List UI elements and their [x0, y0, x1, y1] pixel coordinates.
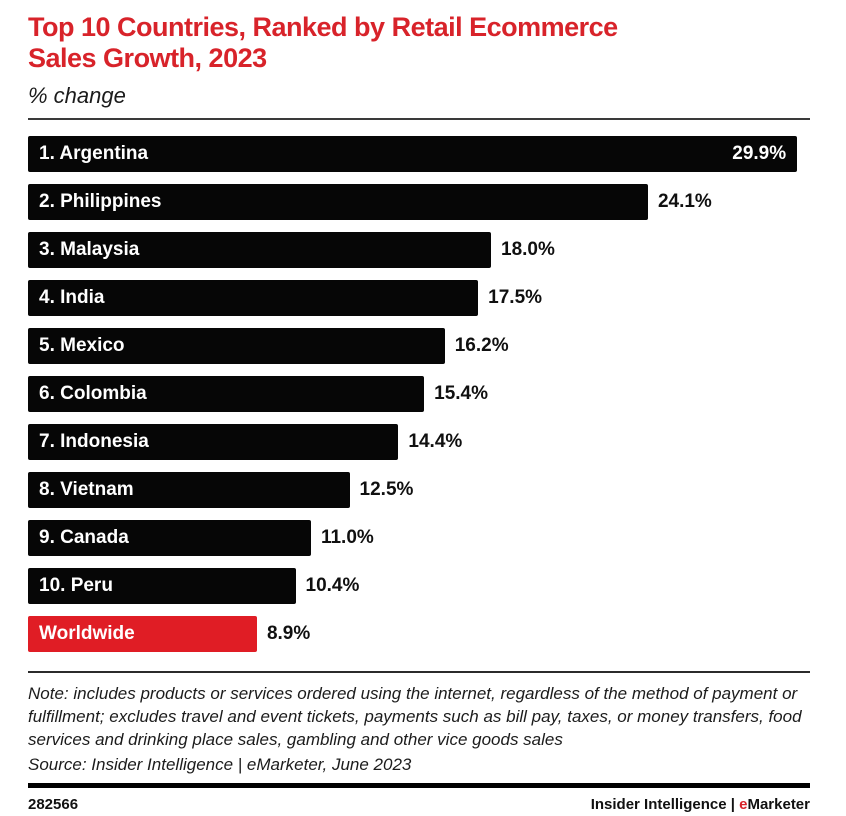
bar-value: 8.9%: [266, 623, 311, 644]
bar-row: 7. Indonesia 14.4%: [28, 424, 810, 460]
chart-id: 282566: [28, 796, 79, 813]
bar: 5. Mexico: [28, 328, 445, 364]
bar-row: 3. Malaysia 18.0%: [28, 232, 810, 268]
brand-separator: |: [730, 796, 735, 813]
bar-value: 18.0%: [501, 239, 555, 260]
bar: 10. Peru: [28, 568, 296, 604]
bar-label: 4. India: [39, 287, 105, 308]
chart-title-line2: Sales Growth, 2023: [28, 43, 267, 73]
bar-value: 16.2%: [454, 335, 509, 356]
brand-name: Insider Intelligence: [590, 796, 727, 813]
chart-title: Top 10 Countries, Ranked by Retail Ecomm…: [28, 12, 810, 74]
bar: 2. Philippines: [28, 184, 648, 220]
bar-label: 1. Argentina: [39, 143, 149, 164]
bar: 7. Indonesia: [28, 424, 399, 460]
chart-subtitle: % change: [28, 83, 126, 108]
bar-row: 2. Philippines 24.1%: [28, 184, 810, 220]
bar-value: 10.4%: [305, 575, 360, 596]
bar-value: 24.1%: [657, 191, 712, 212]
bar: 4. India: [28, 280, 479, 316]
bar: 8. Vietnam: [28, 472, 350, 508]
chart-note: Note: includes products or services orde…: [28, 684, 802, 749]
bar-label: 5. Mexico: [39, 335, 125, 356]
brand-logo: Insider Intelligence | eMarketer: [591, 796, 810, 813]
chart-title-line1: Top 10 Countries, Ranked by Retail Ecomm…: [28, 12, 618, 42]
bar: 9. Canada: [28, 520, 311, 556]
bar-row: 1. Argentina 29.9%: [28, 136, 810, 172]
bar-row: 9. Canada 11.0%: [28, 520, 810, 556]
bar-row: 8. Vietnam 12.5%: [28, 472, 810, 508]
bar-chart: 1. Argentina 29.9% 2. Philippines 24.1% …: [28, 136, 810, 652]
bar-row: 10. Peru 10.4%: [28, 568, 810, 604]
chart-source: Source: Insider Intelligence | eMarketer…: [28, 755, 412, 774]
bar-label: Worldwide: [39, 623, 135, 644]
chart-footer: 282566 Insider Intelligence | eMarketer: [28, 796, 810, 813]
brand-rest: Marketer: [747, 796, 810, 813]
footer-divider: [28, 783, 810, 788]
bar-value-inside: 29.9%: [732, 143, 787, 164]
note-divider: [28, 671, 810, 673]
bar: Worldwide: [28, 616, 257, 652]
bar-row: 4. India 17.5%: [28, 280, 810, 316]
bar-label: 6. Colombia: [39, 383, 147, 404]
header-divider: [28, 118, 810, 120]
bar-row: Worldwide 8.9%: [28, 616, 810, 652]
bar-label: 9. Canada: [39, 527, 129, 548]
bar-label: 10. Peru: [39, 575, 113, 596]
bar-row: 5. Mexico 16.2%: [28, 328, 810, 364]
brand-e: e: [739, 796, 748, 813]
bar: 1. Argentina 29.9%: [28, 136, 798, 172]
bar-value: 15.4%: [434, 383, 489, 404]
bar-row: 6. Colombia 15.4%: [28, 376, 810, 412]
bar-label: 3. Malaysia: [39, 239, 140, 260]
bar-label: 8. Vietnam: [39, 479, 134, 500]
bar-label: 2. Philippines: [39, 191, 162, 212]
bar-value: 11.0%: [320, 527, 374, 548]
bar-value: 17.5%: [488, 287, 543, 308]
bar-label: 7. Indonesia: [39, 431, 149, 452]
bar-value: 14.4%: [408, 431, 463, 452]
bar: 6. Colombia: [28, 376, 425, 412]
bar: 3. Malaysia: [28, 232, 492, 268]
bar-value: 12.5%: [359, 479, 414, 500]
